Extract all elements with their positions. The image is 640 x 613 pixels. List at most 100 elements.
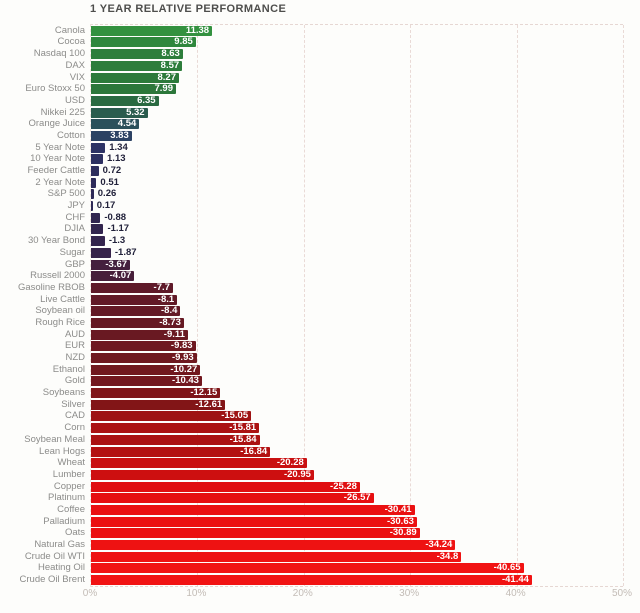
value-label: 4.54 xyxy=(117,118,137,130)
category-label: EUR xyxy=(64,340,85,352)
x-axis-tick-label: 10% xyxy=(186,588,207,599)
value-label: -1.3 xyxy=(108,235,126,247)
x-axis-tick-label: 20% xyxy=(292,588,313,599)
performance-bar xyxy=(91,142,106,153)
category-label: Live Cattle xyxy=(40,293,85,305)
category-label: Orange Juice xyxy=(28,118,85,130)
value-label: 8.27 xyxy=(157,71,176,83)
performance-bar: -30.41 xyxy=(91,504,415,515)
performance-bar xyxy=(91,224,104,235)
value-label: -7.7 xyxy=(153,281,170,293)
bar-row: Gold -10.43 xyxy=(65,375,623,388)
bar-row: 5 Year Note 1.34 xyxy=(35,142,623,155)
value-label: 3.83 xyxy=(110,129,129,141)
bar-row: Nasdaq 100 8.63 xyxy=(34,48,623,61)
bar-row: Crude Oil Brent -41.44 xyxy=(20,575,623,587)
value-label: -15.81 xyxy=(229,422,257,434)
bar-row: Gasoline RBOB -7.7 xyxy=(18,281,623,295)
value-label: -4.07 xyxy=(109,270,132,282)
performance-bar xyxy=(91,189,94,200)
bar-row: 10 Year Note 1.13 xyxy=(30,154,623,166)
value-label: -30.63 xyxy=(386,515,414,527)
performance-bar xyxy=(91,212,101,223)
category-label: Soybean Meal xyxy=(24,433,85,445)
performance-bar: -15.81 xyxy=(91,422,260,434)
value-label: 0.26 xyxy=(97,188,117,200)
bar-row: Live Cattle -8.1 xyxy=(40,294,623,307)
bar-row: Silver -12.61 xyxy=(61,399,623,412)
performance-bar: 6.35 xyxy=(91,95,159,106)
performance-bar xyxy=(91,166,99,177)
category-label: Soybeans xyxy=(42,387,85,399)
performance-bar: 11.38 xyxy=(91,24,213,36)
value-label: 5.32 xyxy=(126,106,145,118)
performance-bar: -25.28 xyxy=(91,480,360,492)
performance-bar: -10.27 xyxy=(91,364,201,375)
category-label: Silver xyxy=(61,398,85,410)
category-label: Coffee xyxy=(57,503,85,515)
performance-bar xyxy=(91,236,105,247)
performance-bar: -16.84 xyxy=(91,446,271,457)
bar-row: Soybean oil -8.4 xyxy=(35,305,623,318)
bar-row: 30 Year Bond -1.3 xyxy=(28,235,623,248)
performance-bar: -15.05 xyxy=(91,411,252,422)
value-label: 7.99 xyxy=(154,83,174,95)
performance-bar: -12.61 xyxy=(91,399,226,410)
bar-row: AUD -9.11 xyxy=(65,328,623,342)
bar-row: Heating Oil -40.65 xyxy=(38,562,623,575)
value-label: 8.63 xyxy=(161,48,180,60)
value-label: -9.83 xyxy=(170,340,193,352)
category-label: Sugar xyxy=(59,246,85,258)
category-label: GBP xyxy=(64,258,85,270)
performance-bar: -34.8 xyxy=(91,551,462,562)
x-axis-tick-label: 40% xyxy=(505,588,526,599)
category-label: DAX xyxy=(65,59,85,71)
bar-row: 2 Year Note 0.51 xyxy=(35,177,623,190)
category-label: Lean Hogs xyxy=(39,445,85,457)
category-label: Russell 2000 xyxy=(30,270,85,282)
category-label: Copper xyxy=(53,480,85,492)
category-label: CAD xyxy=(64,410,85,422)
bar-row: Oats -30.89 xyxy=(65,528,623,540)
performance-bar xyxy=(91,177,97,188)
bar-row: Lumber -20.95 xyxy=(53,468,623,482)
performance-bar: -40.65 xyxy=(91,562,524,574)
performance-bar: -8.4 xyxy=(91,305,181,317)
bar-row: CAD -15.05 xyxy=(65,411,623,423)
bar-row: DAX 8.57 xyxy=(65,60,623,73)
bar-row: Orange Juice 4.54 xyxy=(28,118,623,131)
performance-bar: 5.32 xyxy=(91,106,148,118)
category-label: 5 Year Note xyxy=(35,141,85,153)
category-label: 2 Year Note xyxy=(35,176,85,188)
performance-bar: -41.44 xyxy=(91,575,532,586)
category-label: Nasdaq 100 xyxy=(33,48,85,60)
value-label: -10.43 xyxy=(172,375,199,387)
performance-bar: -4.07 xyxy=(91,270,135,282)
value-label: -15.84 xyxy=(229,433,257,445)
bar-row: Palladium -30.63 xyxy=(43,515,623,529)
category-label: Euro Stoxx 50 xyxy=(25,83,85,95)
bar-row: S&P 500 0.26 xyxy=(48,188,623,201)
value-label: -9.11 xyxy=(163,328,185,340)
value-label: -25.28 xyxy=(330,480,357,492)
bar-row: Crude Oil WTI -34.8 xyxy=(25,551,623,564)
value-label: -20.95 xyxy=(283,468,311,480)
performance-bar: -15.84 xyxy=(91,433,260,445)
bar-row: Russell 2000 -4.07 xyxy=(30,270,623,283)
bar-row: DJIA -1.17 xyxy=(64,224,623,236)
bar-row: Feeder Cattle 0.72 xyxy=(27,166,623,178)
performance-bar: -26.57 xyxy=(91,493,374,504)
value-label: 11.38 xyxy=(185,24,210,36)
performance-bar: 4.54 xyxy=(91,118,140,130)
performance-bar: 8.27 xyxy=(91,71,179,83)
category-label: Crude Oil WTI xyxy=(24,550,85,562)
value-label: -40.65 xyxy=(493,562,521,574)
performance-bar: -20.28 xyxy=(91,457,307,469)
chart-title: 1 YEAR RELATIVE PERFORMANCE xyxy=(90,3,287,15)
value-label: -20.28 xyxy=(276,457,304,469)
performance-bar xyxy=(91,247,111,258)
category-label: Palladium xyxy=(43,515,85,527)
value-label: -8.4 xyxy=(161,305,178,317)
performance-bar: -9.83 xyxy=(91,340,196,352)
